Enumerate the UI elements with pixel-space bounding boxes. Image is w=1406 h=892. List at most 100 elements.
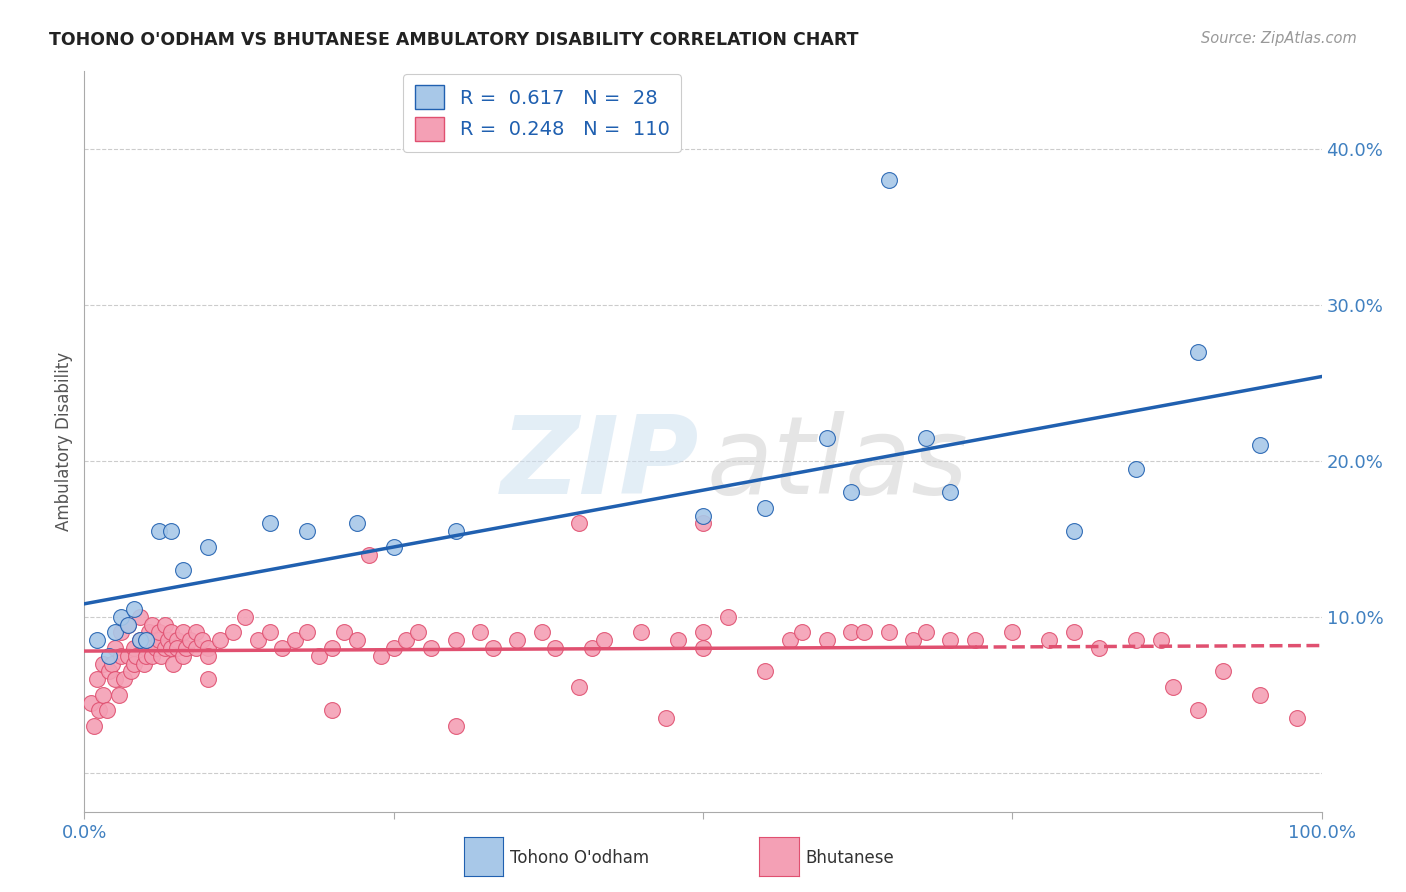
Point xyxy=(122,602,145,616)
Text: atlas: atlas xyxy=(707,411,969,516)
Point xyxy=(543,641,565,656)
Point xyxy=(692,516,714,531)
Point xyxy=(110,610,132,624)
Point xyxy=(100,657,122,671)
Text: Bhutanese: Bhutanese xyxy=(806,849,894,867)
Point xyxy=(692,625,714,640)
Point xyxy=(104,641,127,656)
Point xyxy=(129,633,152,648)
Point xyxy=(160,625,183,640)
Point xyxy=(89,703,111,717)
Point xyxy=(903,633,925,648)
Point xyxy=(939,485,962,500)
Point xyxy=(1161,680,1184,694)
Point xyxy=(692,508,714,523)
Point xyxy=(166,641,188,656)
Text: Tohono O'odham: Tohono O'odham xyxy=(510,849,650,867)
Point xyxy=(222,625,245,640)
Point xyxy=(209,633,232,648)
Point xyxy=(135,648,157,663)
Point xyxy=(370,648,392,663)
Point xyxy=(148,633,170,648)
Point xyxy=(444,524,467,538)
Point xyxy=(1125,633,1147,648)
Point xyxy=(419,641,441,656)
Text: TOHONO O'ODHAM VS BHUTANESE AMBULATORY DISABILITY CORRELATION CHART: TOHONO O'ODHAM VS BHUTANESE AMBULATORY D… xyxy=(49,31,859,49)
Point xyxy=(129,610,152,624)
Point xyxy=(145,641,167,656)
Point xyxy=(197,641,219,656)
Point xyxy=(470,625,492,640)
Point xyxy=(346,516,368,531)
Point xyxy=(233,610,256,624)
Point xyxy=(568,680,591,694)
Point xyxy=(135,641,157,656)
Point xyxy=(666,633,689,648)
Point xyxy=(444,633,467,648)
Point xyxy=(79,696,101,710)
Point xyxy=(531,625,554,640)
Point xyxy=(179,633,201,648)
Point xyxy=(110,648,132,663)
Point xyxy=(321,641,343,656)
Point xyxy=(841,625,863,640)
Point xyxy=(1249,688,1271,702)
Point xyxy=(1063,524,1085,538)
Text: Source: ZipAtlas.com: Source: ZipAtlas.com xyxy=(1201,31,1357,46)
Point xyxy=(444,719,467,733)
Point xyxy=(191,633,214,648)
Point xyxy=(630,625,652,640)
Point xyxy=(271,641,294,656)
Point xyxy=(153,641,176,656)
Point xyxy=(96,703,118,717)
Point xyxy=(91,688,114,702)
Point xyxy=(110,625,132,640)
Point xyxy=(129,633,152,648)
Point xyxy=(754,500,776,515)
Point xyxy=(1249,438,1271,452)
Point xyxy=(138,625,160,640)
Point xyxy=(395,633,418,648)
Point xyxy=(965,633,987,648)
Point xyxy=(172,563,194,577)
Point xyxy=(117,648,139,663)
Point xyxy=(815,431,838,445)
Point xyxy=(117,617,139,632)
Point xyxy=(815,633,838,648)
Point xyxy=(117,617,139,632)
Point xyxy=(141,648,163,663)
Point xyxy=(86,633,108,648)
Point xyxy=(153,617,176,632)
Point xyxy=(162,657,184,671)
Point xyxy=(172,648,194,663)
Point xyxy=(295,524,318,538)
Point xyxy=(132,657,155,671)
Point xyxy=(593,633,616,648)
Point xyxy=(98,648,121,663)
Point xyxy=(141,617,163,632)
Point xyxy=(506,633,529,648)
Point xyxy=(125,648,148,663)
Point xyxy=(197,672,219,686)
Point xyxy=(104,672,127,686)
Point xyxy=(568,516,591,531)
Point xyxy=(1125,462,1147,476)
Point xyxy=(1063,625,1085,640)
Point xyxy=(135,633,157,648)
Point xyxy=(382,641,405,656)
Legend: R =  0.617   N =  28, R =  0.248   N =  110: R = 0.617 N = 28, R = 0.248 N = 110 xyxy=(404,74,681,153)
Point xyxy=(790,625,813,640)
Point xyxy=(112,672,135,686)
Point xyxy=(184,641,207,656)
Point xyxy=(160,641,183,656)
Point xyxy=(382,540,405,554)
Point xyxy=(346,633,368,648)
Point xyxy=(120,665,142,679)
Point xyxy=(692,641,714,656)
Point xyxy=(1187,345,1209,359)
Point xyxy=(259,625,281,640)
Point xyxy=(939,633,962,648)
Point xyxy=(86,672,108,686)
Point xyxy=(655,711,678,725)
Point xyxy=(914,431,936,445)
